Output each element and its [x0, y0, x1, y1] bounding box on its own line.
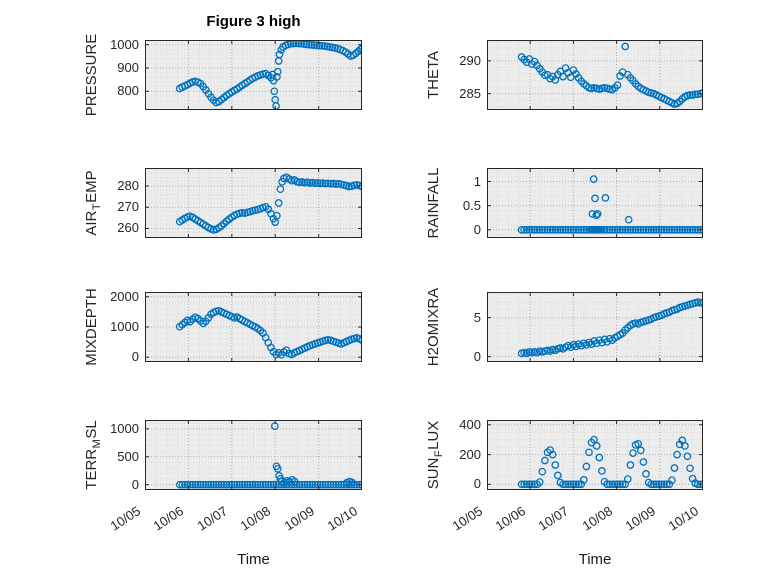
- ylabel-h2omixra: H2OMIXRA: [425, 267, 445, 387]
- ytick-label-rainfall: 0: [473, 221, 481, 237]
- ylabel-terrmsl: TERR M SL: [83, 395, 103, 515]
- ylabel-text: AIR: [83, 210, 100, 236]
- ytick-label-pressure: 1000: [110, 36, 139, 52]
- ylabel-subscript: M: [91, 439, 103, 449]
- ylabel-text: SUN: [425, 457, 442, 490]
- ytick-label-pressure: 800: [117, 83, 139, 99]
- ytick-label-mixdepth: 1000: [110, 319, 139, 334]
- ylabel-text: MIXDEPTH: [83, 288, 100, 366]
- plot-area-theta: [487, 40, 703, 110]
- ytick-label-rainfall: 0.5: [462, 197, 481, 213]
- ytick-label-terrmsl: 1000: [110, 420, 139, 436]
- ytick-label-terrmsl: 0: [131, 476, 139, 492]
- ytick-label-mixdepth: 0: [131, 349, 139, 365]
- ylabel-airtemp: AIR T EMP: [83, 143, 103, 263]
- ylabel-subscript: T: [91, 203, 103, 211]
- plot-area-mixdepth: [145, 292, 362, 362]
- ytick-label-theta: 290: [459, 52, 481, 68]
- ylabel-text: THETA: [425, 50, 442, 100]
- ylabel-text: TERR: [83, 448, 100, 490]
- ylabel-rainfall: RAINFALL: [425, 143, 445, 263]
- x-axis-label-right: Time: [578, 551, 612, 568]
- ylabel-text: LUX: [425, 420, 442, 450]
- ylabel-mixdepth: MIXDEPTH: [83, 267, 103, 387]
- ylabel-pressure: PRESSURE: [83, 15, 103, 135]
- ylabel-theta: THETA: [425, 15, 445, 135]
- ytick-label-h2omixra: 5: [473, 309, 481, 325]
- ylabel-text: PRESSURE: [83, 33, 100, 117]
- ytick-label-airtemp: 270: [117, 199, 139, 215]
- plot-area-h2omixra: [487, 292, 703, 362]
- ytick-label-airtemp: 280: [117, 178, 139, 194]
- ytick-label-theta: 285: [459, 85, 481, 101]
- plot-area-sunflux: [487, 420, 703, 490]
- ylabel-text: SL: [83, 420, 100, 439]
- ytick-label-sunflux: 0: [473, 476, 481, 492]
- ylabel-text: EMP: [83, 170, 100, 203]
- ylabel-text: RAINFALL: [425, 167, 442, 239]
- plot-area-pressure: [145, 40, 362, 110]
- ytick-label-pressure: 900: [117, 60, 139, 75]
- ytick-label-mixdepth: 2000: [110, 288, 139, 304]
- ylabel-subscript: F: [433, 450, 445, 458]
- ytick-label-terrmsl: 500: [117, 448, 139, 464]
- ytick-label-sunflux: 200: [459, 446, 481, 462]
- ylabel-sunflux: SUN F LUX: [425, 395, 445, 515]
- ytick-label-sunflux: 400: [459, 416, 481, 432]
- figure-title: Figure 3 high: [206, 13, 301, 30]
- plot-area-airtemp: [145, 168, 362, 238]
- ytick-label-h2omixra: 0: [473, 348, 481, 364]
- ylabel-text: H2OMIXRA: [425, 287, 442, 367]
- plot-area-terrmsl: [145, 420, 362, 490]
- ytick-label-airtemp: 260: [117, 220, 139, 236]
- x-axis-label-left: Time: [237, 551, 270, 568]
- ytick-label-rainfall: 1: [473, 173, 481, 189]
- plot-area-rainfall: [487, 168, 703, 238]
